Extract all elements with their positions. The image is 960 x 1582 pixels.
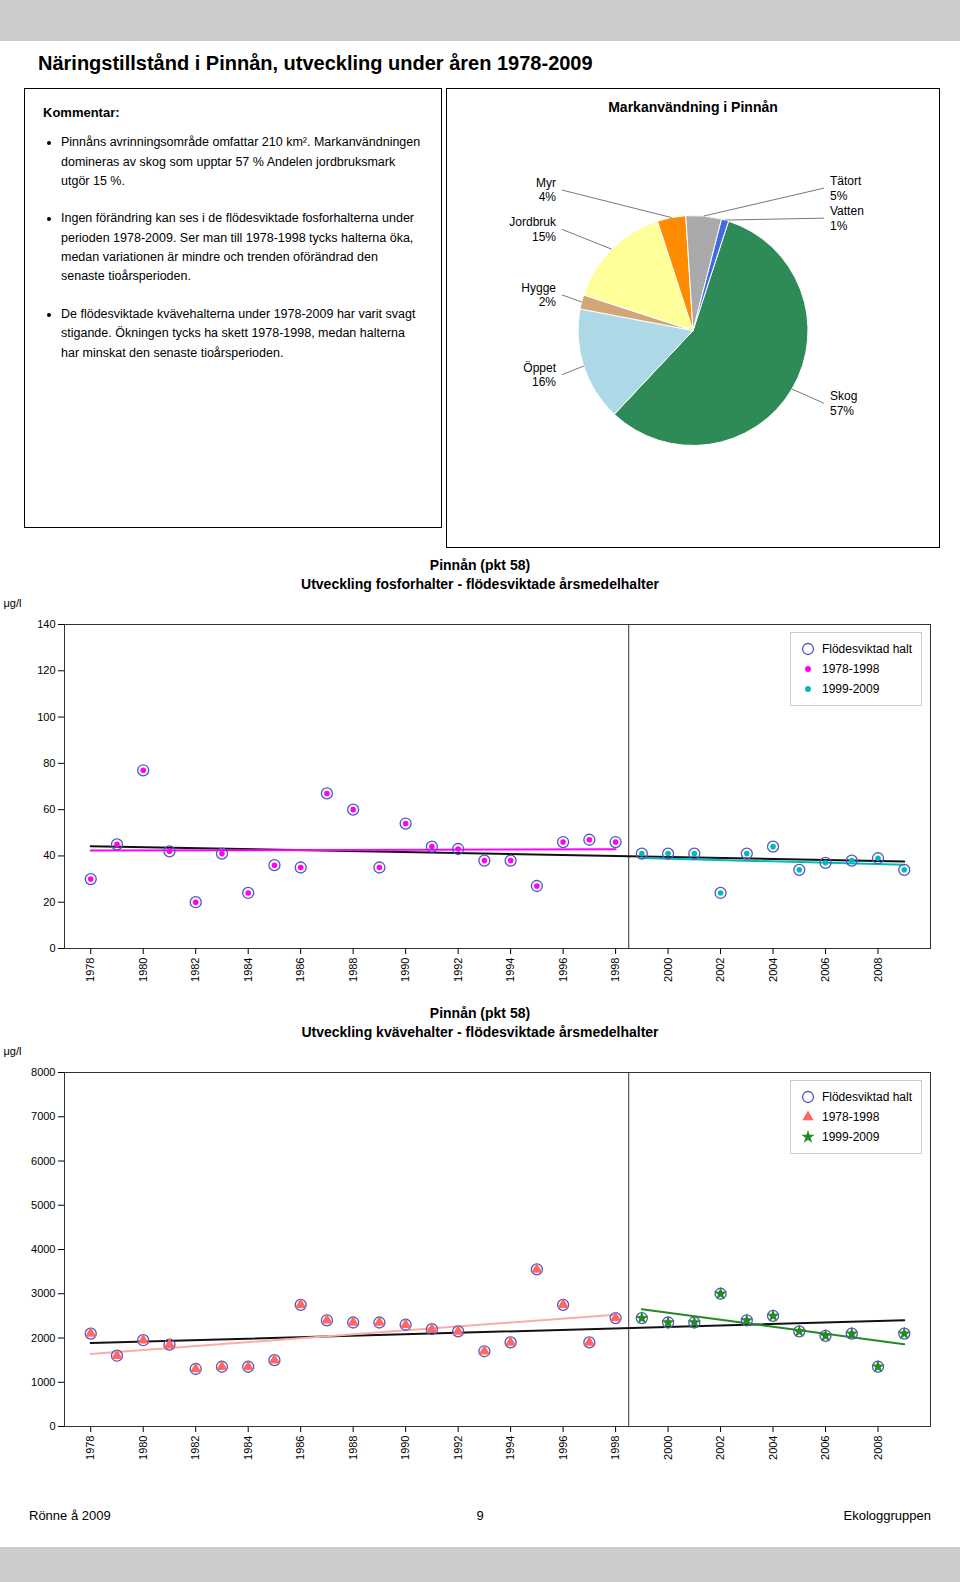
svg-text:1000: 1000: [31, 1376, 55, 1388]
html-text:Ingen förändring kan ses i de: Ingen förändring kan ses i de flödesvikt…: [61, 211, 414, 284]
svg-text:2004: 2004: [767, 958, 779, 982]
svg-text:1984: 1984: [242, 958, 254, 982]
html-text:Pinnån (pkt 58): Pinnån (pkt 58): [429, 1005, 531, 1021]
html-text:1999-2009: 1999-2009: [822, 1130, 880, 1144]
svg-text:140: 140: [37, 618, 55, 630]
svg-text:2008: 2008: [872, 958, 884, 982]
svg-text:1990: 1990: [399, 958, 411, 982]
svg-text:Hygge2%: Hygge2%: [521, 281, 556, 309]
svg-text:3000: 3000: [31, 1287, 55, 1299]
html-text:9: 9: [476, 1508, 484, 1523]
html-text:Pinnåns avrinningsområde omfat: Pinnåns avrinningsområde omfattar 210 km…: [61, 135, 421, 188]
html-text:Pinnån (pkt 58): Pinnån (pkt 58): [429, 557, 531, 573]
svg-text:1978: 1978: [84, 958, 96, 982]
svg-text:20: 20: [43, 896, 55, 908]
svg-text:1990: 1990: [399, 1436, 411, 1460]
svg-text:Jordbruk15%: Jordbruk15%: [509, 215, 557, 243]
svg-text:100: 100: [37, 711, 55, 723]
svg-text:1984: 1984: [242, 1436, 254, 1460]
html-text:Ekologgruppen: Ekologgruppen: [843, 1508, 931, 1523]
svg-text:1986: 1986: [294, 958, 306, 982]
svg-text:2006: 2006: [819, 958, 831, 982]
html-text:1999-2009: 1999-2009: [822, 682, 880, 696]
svg-text:1982: 1982: [189, 1436, 201, 1460]
svg-text:1982: 1982: [189, 958, 201, 982]
svg-text:2004: 2004: [767, 1436, 779, 1460]
svg-text:2000: 2000: [31, 1332, 55, 1344]
svg-text:2000: 2000: [662, 958, 674, 982]
svg-text:1980: 1980: [137, 958, 149, 982]
html-text:Utveckling fosforhalter - flöd: Utveckling fosforhalter - flödesviktade …: [301, 576, 659, 592]
html-text:Näringstillstånd i Pinnån, utv: Näringstillstånd i Pinnån, utveckling un…: [38, 52, 593, 74]
svg-text:4000: 4000: [31, 1243, 55, 1255]
svg-text:1994: 1994: [504, 958, 516, 982]
svg-text:Myr4%: Myr4%: [536, 176, 556, 204]
html-text:1978-1998: 1978-1998: [822, 1110, 880, 1124]
svg-text:1998: 1998: [609, 1436, 621, 1460]
html-text:Utveckling kvävehalter - flöde: Utveckling kvävehalter - flödesviktade å…: [301, 1024, 659, 1040]
svg-text:7000: 7000: [31, 1110, 55, 1122]
svg-text:60: 60: [43, 803, 55, 815]
svg-text:8000: 8000: [31, 1066, 55, 1078]
svg-text:2000: 2000: [662, 1436, 674, 1460]
html-text:Kommentar:: Kommentar:: [43, 105, 120, 120]
html-text:Rönne å 2009: Rönne å 2009: [29, 1508, 111, 1523]
html-text:De flödesviktade kvävehalterna: De flödesviktade kvävehalterna under 197…: [61, 306, 416, 360]
svg-text:2002: 2002: [714, 1436, 726, 1460]
svg-text:0: 0: [49, 1420, 55, 1432]
svg-text:120: 120: [37, 664, 55, 676]
svg-text:2008: 2008: [872, 1436, 884, 1460]
svg-text:μg/l: μg/l: [4, 597, 22, 609]
svg-text:80: 80: [43, 757, 55, 769]
svg-text:1996: 1996: [557, 1436, 569, 1460]
svg-text:1992: 1992: [452, 1436, 464, 1460]
svg-text:1988: 1988: [347, 1436, 359, 1460]
html-text:Flödesviktad halt: Flödesviktad halt: [822, 642, 912, 656]
html-text:Flödesviktad halt: Flödesviktad halt: [822, 1090, 912, 1104]
svg-text:1992: 1992: [452, 958, 464, 982]
svg-text:1988: 1988: [347, 958, 359, 982]
svg-text:1986: 1986: [294, 1436, 306, 1460]
html-text:Markanvändning i Pinnån: Markanvändning i Pinnån: [608, 99, 778, 115]
svg-text:1998: 1998: [609, 958, 621, 982]
svg-text:μg/l: μg/l: [4, 1045, 22, 1057]
svg-text:Öppet16%: Öppet16%: [523, 361, 556, 389]
svg-text:Vatten1%: Vatten1%: [830, 204, 864, 232]
svg-text:1980: 1980: [137, 1436, 149, 1460]
svg-text:0: 0: [49, 942, 55, 954]
svg-text:1978: 1978: [84, 1436, 96, 1460]
svg-text:2006: 2006: [819, 1436, 831, 1460]
svg-text:1994: 1994: [504, 1436, 516, 1460]
svg-text:Tätort5%: Tätort5%: [830, 174, 862, 202]
svg-text:2002: 2002: [714, 958, 726, 982]
html-text:1978-1998: 1978-1998: [822, 662, 880, 676]
svg-text:Skog57%: Skog57%: [830, 389, 857, 417]
svg-text:6000: 6000: [31, 1155, 55, 1167]
svg-text:5000: 5000: [31, 1199, 55, 1211]
svg-text:1996: 1996: [557, 958, 569, 982]
svg-text:40: 40: [43, 849, 55, 861]
